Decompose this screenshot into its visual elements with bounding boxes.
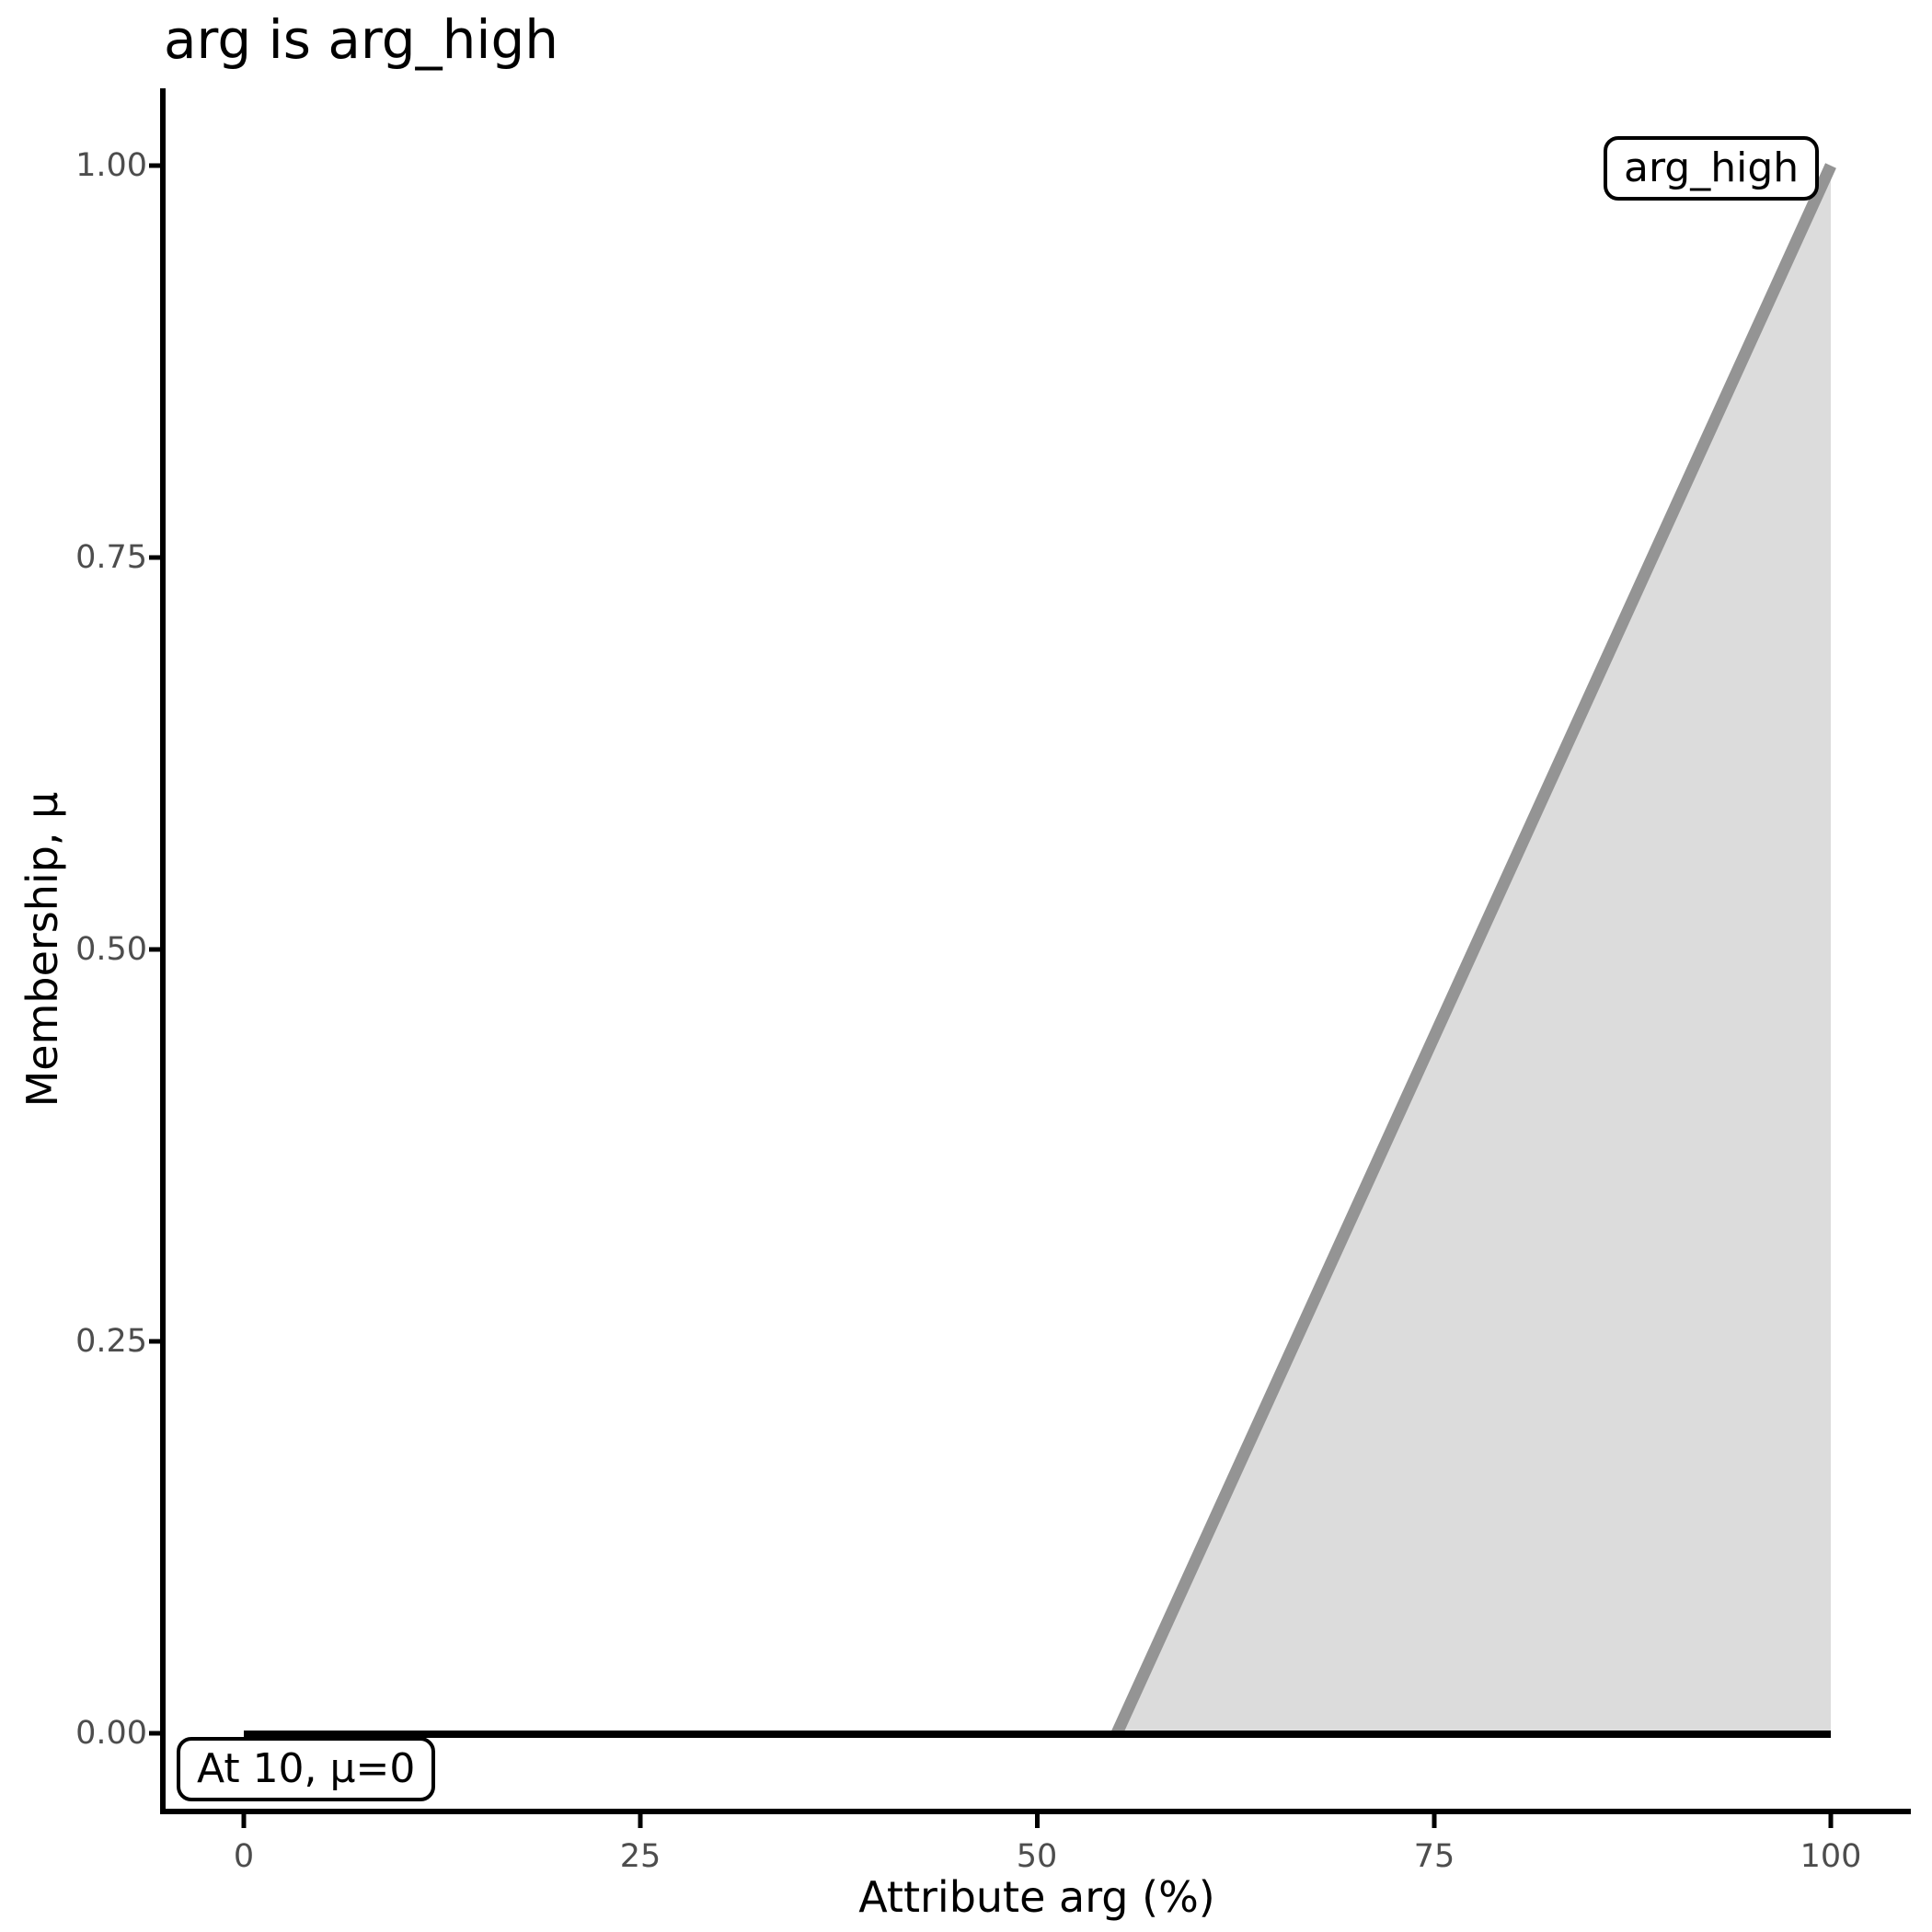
y-tick-label-025: 0.25 bbox=[75, 1323, 147, 1360]
chart-title: arg is arg_high bbox=[164, 8, 559, 71]
y-tick-label-050: 0.50 bbox=[75, 931, 147, 968]
y-tick-label-100: 1.00 bbox=[75, 147, 147, 184]
x-tick-label-0: 0 bbox=[233, 1838, 255, 1875]
eval-label-box: At 10, μ=0 bbox=[177, 1737, 436, 1801]
x-tick-label-75: 75 bbox=[1413, 1838, 1455, 1875]
x-axis-title: Attribute arg (%) bbox=[858, 1872, 1215, 1922]
y-tick-label-000: 0.00 bbox=[75, 1715, 147, 1752]
x-tick-label-100: 100 bbox=[1800, 1838, 1862, 1875]
eval-label-text: At 10, μ=0 bbox=[197, 1745, 416, 1792]
x-tick-label-50: 50 bbox=[1016, 1838, 1058, 1875]
y-tick-label-075: 0.75 bbox=[75, 539, 147, 576]
x-axis-ticks bbox=[241, 1814, 1834, 1828]
y-axis-ticks bbox=[149, 163, 163, 1736]
set-label-box: arg_high bbox=[1604, 136, 1820, 201]
membership-line bbox=[1111, 163, 1836, 1736]
y-axis-title: Membership, μ bbox=[17, 791, 67, 1108]
x-tick-label-25: 25 bbox=[619, 1838, 661, 1875]
set-label-text: arg_high bbox=[1624, 144, 1800, 191]
